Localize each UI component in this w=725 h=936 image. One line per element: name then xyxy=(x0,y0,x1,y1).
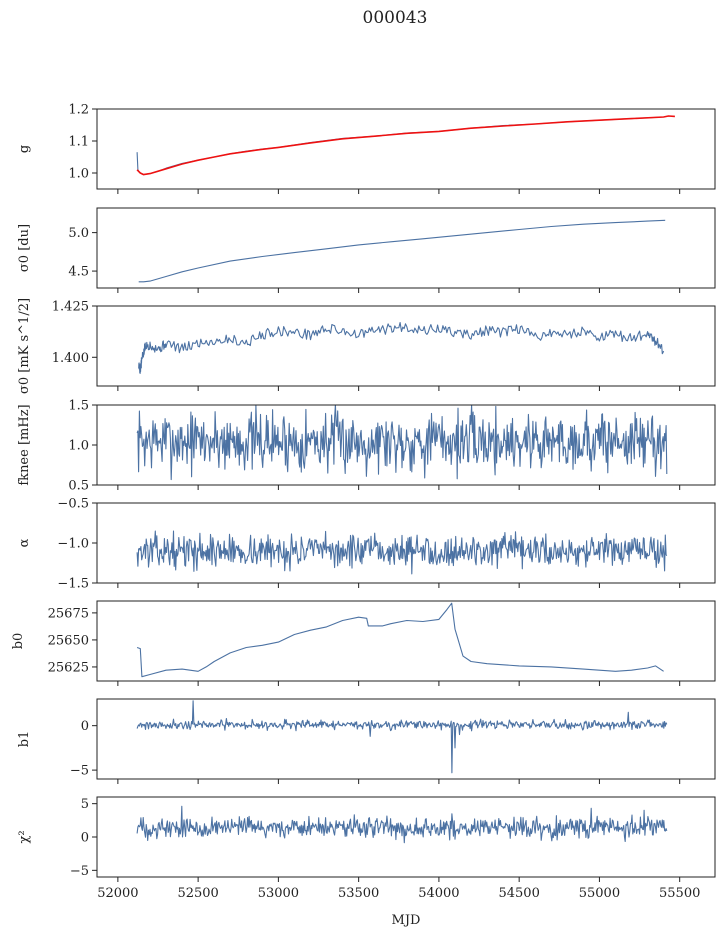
x-tick-label: 53500 xyxy=(338,886,379,901)
y-tick-label: 1.0 xyxy=(68,167,89,182)
series-sigma0_du-0 xyxy=(138,219,666,283)
y-tick-label: 5.0 xyxy=(68,226,89,241)
axes-frame xyxy=(96,796,716,878)
axes-frame xyxy=(96,108,716,190)
y-tick-label: 1.1 xyxy=(68,135,89,150)
panel-chi2: −5 0 5 χ² xyxy=(17,796,716,882)
panel-b0: 25625 25650 25675 b0 xyxy=(11,600,716,686)
y-tick-label: −0.5 xyxy=(57,497,89,512)
y-tick-label: 0 xyxy=(81,831,89,846)
y-tick-label: 1.425 xyxy=(52,300,89,315)
y-tick-label: −1.0 xyxy=(57,537,89,552)
series-g-1 xyxy=(136,115,675,176)
x-tick-label: 52500 xyxy=(177,886,218,901)
y-tick-label: 25650 xyxy=(48,633,89,648)
panel-sigma0_du: 4.5 5.0 σ0 [du] xyxy=(17,207,716,293)
y-tick-label: 0.5 xyxy=(68,479,89,494)
series-g-0 xyxy=(136,116,664,176)
panel-g: 1.0 1.1 1.2 g xyxy=(17,103,716,194)
axes-frame xyxy=(96,698,716,780)
y-tick-label: 0 xyxy=(81,719,89,734)
panel-b1: −5 0 b1 xyxy=(17,698,716,784)
panel-sigma0_mks: 1.400 1.425 σ0 [mK s^1/2] xyxy=(17,298,716,394)
series-alpha xyxy=(136,530,668,575)
axes-frame xyxy=(96,502,716,584)
y-axis-label-g: g xyxy=(17,145,32,153)
axes-frame xyxy=(96,600,716,682)
y-axis-label-alpha: α xyxy=(17,538,32,547)
y-tick-label: 25675 xyxy=(48,606,89,621)
y-tick-label: 4.5 xyxy=(68,265,89,280)
x-tick-label: 53000 xyxy=(258,886,299,901)
x-tick-label: 52000 xyxy=(97,886,138,901)
panel-alpha: −1.5 −1.0 −0.5 α xyxy=(17,497,716,592)
series-chi2 xyxy=(136,805,668,844)
x-tick-labels: 52000 52500 53000 53500 54000 54500 55000 55500 xyxy=(97,886,700,901)
x-axis-label: MJD xyxy=(392,913,421,928)
y-axis-label-f_knee: fknee [mHz] xyxy=(17,404,32,485)
y-axis-label-chi2: χ² xyxy=(17,830,32,843)
y-tick-label: −5 xyxy=(70,864,89,879)
figure-title: 000043 xyxy=(363,8,428,28)
series-sigma0_mks-0 xyxy=(138,321,665,374)
axes-frame xyxy=(96,207,716,289)
series-b1 xyxy=(136,700,668,774)
y-axis-label-sigma0_du: σ0 [du] xyxy=(17,224,32,272)
x-tick-label: 54500 xyxy=(498,886,539,901)
y-tick-label: 1.400 xyxy=(52,351,89,366)
y-tick-label: 25625 xyxy=(48,660,89,675)
x-tick-label: 54000 xyxy=(418,886,459,901)
x-tick-label: 55000 xyxy=(579,886,620,901)
panel-f_knee: 0.5 1.0 1.5 fknee [mHz] xyxy=(17,399,716,494)
x-tick-label: 55500 xyxy=(659,886,700,901)
y-axis-label-b1: b1 xyxy=(17,731,32,748)
axes-frame xyxy=(96,305,716,387)
y-tick-label: −1.5 xyxy=(57,577,89,592)
y-axis-label-b0: b0 xyxy=(11,633,26,650)
y-tick-label: 1.2 xyxy=(68,103,89,118)
y-tick-label: 5 xyxy=(81,797,89,812)
series-b0-0 xyxy=(136,602,664,678)
series-f_knee xyxy=(136,405,668,481)
panels: 1.0 1.1 1.2 g 4.5 5.0 σ0 [du] 1.400 1.425 σ0 [mK … xyxy=(11,103,716,901)
y-axis-label-sigma0_mks: σ0 [mK s^1/2] xyxy=(17,298,32,394)
y-tick-label: 1.5 xyxy=(68,399,89,414)
y-tick-label: −5 xyxy=(70,764,89,779)
axes-frame xyxy=(96,404,716,486)
y-tick-label: 1.0 xyxy=(68,439,89,454)
